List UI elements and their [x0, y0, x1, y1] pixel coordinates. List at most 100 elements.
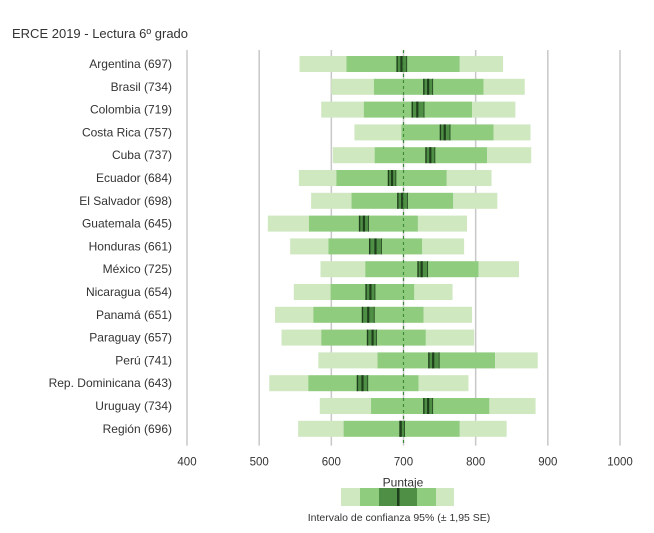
bar-p75-p95: [495, 352, 538, 369]
tick-label-1000: 1000: [607, 457, 633, 469]
bar-p5-p25: [354, 124, 402, 141]
bar-ci-low-edge: [399, 420, 401, 437]
x-axis-label: Puntaje: [383, 476, 424, 490]
row-label: Uruguay (734): [95, 399, 172, 413]
row-label: Paraguay (657): [89, 331, 172, 345]
legend-swatch-ci-low: [379, 488, 397, 506]
bar-ci-high-edge: [423, 101, 426, 118]
row-8: Honduras (661): [89, 238, 465, 255]
bar-ci-p75: [404, 420, 460, 437]
bar-p5-p25: [319, 398, 372, 414]
bar-ci-p75: [368, 215, 418, 232]
row-7: Guatemala (645): [82, 215, 468, 232]
bar-ci-p75: [407, 56, 460, 72]
bar-ci-low-edge: [425, 147, 427, 164]
bar-p5-p25: [311, 192, 352, 209]
bar-ci-p75: [376, 329, 426, 346]
bar-ci-low-edge: [387, 170, 390, 186]
bar-mean-marker: [416, 101, 419, 118]
tick-label-800: 800: [466, 457, 485, 469]
bar-p5-p25: [298, 420, 344, 437]
legend-swatch-p75: [417, 488, 436, 506]
bar-p75-p95: [453, 192, 498, 209]
bar-p25-ci: [328, 238, 370, 255]
tick-label-400: 400: [177, 457, 196, 469]
row-5: Ecuador (684): [96, 170, 492, 186]
legend-swatch-p95: [436, 488, 454, 506]
bar-ci-p75: [396, 170, 447, 186]
bar-p5-p25: [320, 261, 366, 278]
bar-p25-ci: [343, 420, 400, 437]
bar-ci-high-edge: [368, 215, 370, 232]
bar-ci-p75: [428, 261, 479, 278]
bar-p75-p95: [446, 170, 492, 186]
tick-label-900: 900: [538, 457, 557, 469]
bar-p75-p95: [472, 101, 516, 118]
bar-ci-high-edge: [407, 192, 409, 209]
bar-ci-high-edge: [438, 352, 441, 369]
bar-p75-p95: [487, 147, 532, 164]
bar-mean-marker: [369, 284, 372, 300]
bar-mean-marker: [367, 306, 370, 323]
bar-ci-high-edge: [434, 147, 436, 164]
bar-p25-ci: [351, 192, 398, 209]
row-0: Argentina (697): [89, 56, 504, 72]
row-12: Paraguay (657): [89, 329, 475, 346]
bar-p75-p95: [423, 306, 473, 323]
bar-p5-p25: [298, 170, 337, 186]
bar-ci-p75: [439, 352, 496, 369]
bar-ci-low-edge: [428, 352, 430, 369]
bar-ci-low-edge: [356, 375, 359, 392]
bar-p5-p25: [321, 101, 364, 118]
legend-swatch-p5: [341, 488, 360, 506]
bar-p25-ci: [308, 375, 358, 392]
bar-ci-low-edge: [361, 306, 364, 323]
bar-mean-marker: [374, 238, 377, 255]
bar-ci-high-edge: [406, 56, 408, 72]
row-label: Panamá (651): [96, 308, 172, 322]
bar-p5-p25: [332, 147, 375, 164]
row-label: Argentina (697): [89, 57, 172, 71]
bar-p75-p95: [459, 56, 504, 72]
row-label: Nicaragua (654): [86, 285, 172, 299]
row-label: Región (696): [103, 422, 172, 436]
bar-p75-p95: [418, 375, 469, 392]
bar-mean-marker: [390, 170, 394, 186]
bar-ci-high-edge: [381, 238, 383, 255]
row-9: México (725): [103, 261, 519, 278]
bar-p25-ci: [330, 284, 366, 300]
bar-p5-p25: [267, 215, 309, 232]
bar-ci-low-edge: [396, 56, 398, 72]
row-10: Nicaragua (654): [86, 284, 453, 300]
bar-p25-ci: [374, 147, 426, 164]
bar-p25-ci: [363, 101, 413, 118]
bar-p75-p95: [417, 215, 468, 232]
tick-label-600: 600: [322, 457, 341, 469]
bar-ci-p75: [368, 375, 419, 392]
bar-ci: [399, 420, 405, 437]
bar-mean-marker: [427, 78, 430, 95]
bar-p5-p25: [293, 284, 331, 300]
bar-p25-ci: [365, 261, 418, 278]
bar-p5-p25: [275, 306, 314, 323]
bar-p25-ci: [373, 78, 424, 95]
bar-p75-p95: [489, 398, 536, 414]
bar-mean-marker: [420, 261, 423, 278]
bar-p25-ci: [313, 306, 363, 323]
tick-label-700: 700: [394, 457, 413, 469]
bar-p5-p25: [290, 238, 329, 255]
bar-p5-p25: [281, 329, 322, 346]
bar-ci-low-edge: [417, 261, 419, 278]
row-15: Uruguay (734): [95, 398, 536, 414]
bar-ci-low-edge: [368, 238, 371, 255]
row-label: Colombia (719): [90, 103, 172, 117]
bar-ci-low-edge: [397, 192, 399, 209]
tick-label-500: 500: [250, 457, 269, 469]
bar-p75-p95: [493, 124, 531, 141]
bar-p5-p25: [299, 56, 347, 72]
row-label: Perú (741): [115, 353, 172, 367]
bar-p5-p25: [331, 78, 374, 95]
bar-ci-p75: [381, 238, 423, 255]
row-13: Perú (741): [115, 352, 538, 369]
bar-ci-low-edge: [358, 215, 361, 232]
